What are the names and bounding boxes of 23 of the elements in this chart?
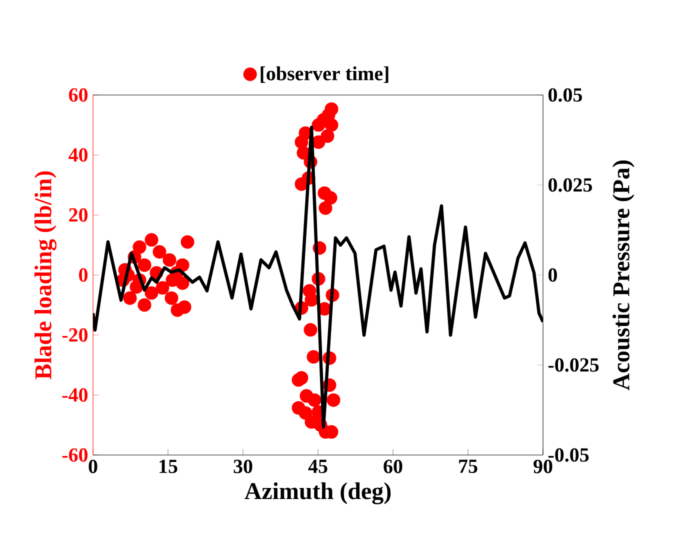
x-tick-label: 75 (459, 460, 478, 473)
y2-tick-label: -0.05 (548, 448, 589, 462)
x-tick-label: 90 (534, 460, 552, 474)
y2-tick-label: -0.025 (548, 358, 599, 372)
x-tick-label: 0 (88, 460, 98, 474)
y-tick-label: 60 (68, 88, 88, 102)
y-axis-title: Blade loading (lb/in) (34, 171, 56, 380)
y2-axis-title: Acoustic Pressure (Pa) (612, 160, 634, 390)
x-axis-title: Azimuth (deg) (244, 482, 391, 504)
x-tick-label: 30 (234, 460, 252, 474)
x-tick-label: 15 (160, 460, 178, 474)
y-tick-label: -60 (62, 448, 88, 462)
y-tick-label: 20 (69, 208, 88, 222)
y2-tick-label: 0 (548, 268, 557, 282)
y-tick-label: 0 (79, 268, 88, 282)
y2-tick-label: 0.025 (548, 178, 592, 192)
y2-tick-label: 0.05 (548, 88, 582, 102)
x-tick-label: 45 (308, 460, 328, 474)
x-tick-label: 60 (384, 460, 402, 474)
legend-label: [observer time] (260, 66, 388, 83)
y-tick-label: -40 (62, 388, 88, 402)
y-tick-label: 40 (68, 148, 88, 162)
y-tick-label: -20 (62, 328, 88, 342)
